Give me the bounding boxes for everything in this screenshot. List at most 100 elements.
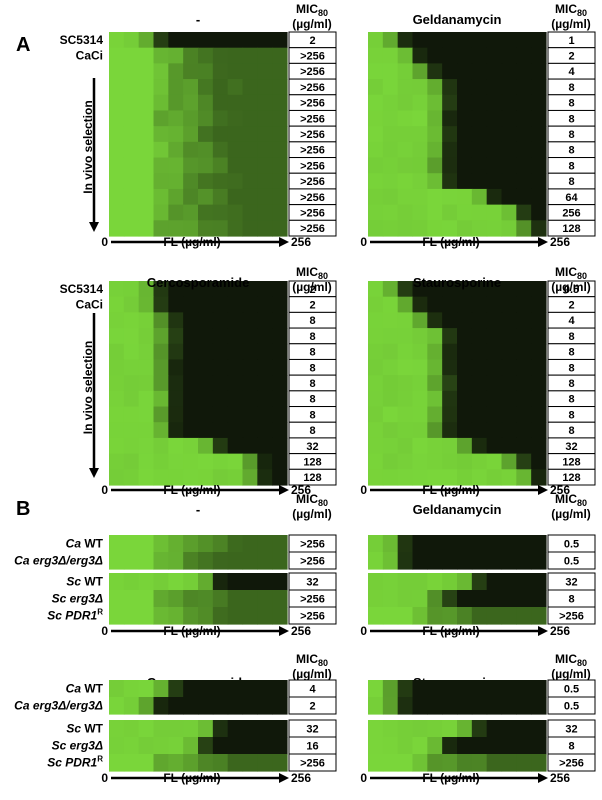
a3-cell [168,469,184,486]
a1-cell [168,110,184,127]
b1g2-cell [198,607,214,625]
strain-label: CaCi [76,49,103,63]
a4-mic-value: 8 [568,409,574,421]
a4-mic-value: 2 [568,300,574,312]
a1-mic-value: >256 [300,176,325,188]
x-axis-label: FL (µg/ml) [163,771,220,785]
b2g1-cell [516,552,532,570]
a2-cell [531,47,547,64]
a4-cell [427,469,443,486]
a3-cell [123,390,140,408]
a4-cell [471,469,488,486]
b1g2-cell [257,590,273,608]
a3-cell [183,375,199,392]
a3-cell [242,375,258,392]
a4-cell [531,359,547,376]
a1-cell [198,47,214,64]
a1-cell [272,126,288,143]
strain-label: Ca erg3Δ/erg3Δ [14,699,103,713]
a2-cell [427,63,443,80]
a3-cell [272,359,288,376]
a3-cell [109,469,125,486]
a2-mic-value: 8 [568,98,574,110]
a2-cell [442,220,458,237]
mic-units-label: (µg/ml) [551,280,591,294]
a4-cell [457,469,473,486]
b4g2-cell [516,754,532,772]
a1-cell [183,157,199,174]
a1-cell [212,79,229,96]
b2g1-cell [471,535,488,553]
b3g2-cell [153,720,169,738]
a1-mic-value: >256 [300,145,325,157]
a4-cell [457,453,473,470]
a3-cell [212,453,229,470]
a4-cell [442,406,458,423]
x-min-tick-label: 0 [101,483,108,497]
a1-cell [138,157,155,174]
a4-cell [412,437,428,455]
a2-cell [471,63,488,80]
a1-mic-value: >256 [300,113,325,125]
x-max-tick-label: 256 [550,483,570,497]
a1-cell [109,110,125,127]
a2-cell [471,32,488,49]
a1-mic-value: >256 [300,207,325,219]
a4-cell [516,359,532,376]
a2-cell [471,110,488,127]
b1g1-cell [153,552,169,570]
b3g1-cell [168,680,184,698]
b3g2-cell [242,737,258,755]
a1-cell [257,47,273,64]
a4-cell [516,375,532,392]
a3-mic-value: 8 [309,425,315,437]
b4g1-cell [516,697,532,715]
a4-mic-value: 128 [562,456,580,468]
a3-mic-value: 32 [306,441,318,453]
a3-cell [168,437,184,455]
a4-cell [516,437,532,455]
b4g2-cell [486,754,503,772]
b2g1-cell [531,552,547,570]
b1g2-cell [153,590,169,608]
a1-cell [138,47,155,64]
b2g1-cell [442,535,458,553]
a1-cell [212,47,229,64]
a4-cell [516,312,532,329]
a4-cell [486,375,503,392]
a2-cell [516,141,532,159]
a4-mic-value: 4 [568,315,575,327]
b3g2-cell [257,754,273,772]
a4-cell [457,390,473,408]
a1-cell [272,94,288,112]
b3g2-cell [153,754,169,772]
a4-cell [471,343,488,361]
a3-cell [212,328,229,345]
a2-cell [486,157,503,174]
a2-cell [442,157,458,174]
strain-label: Sc erg3Δ [52,592,103,606]
a3-cell [123,406,140,423]
a4-cell [412,375,428,392]
b1g1-cell [242,535,258,553]
a2-cell [501,141,517,159]
a2-cell [486,220,503,237]
a3-cell [138,296,155,313]
a3-cell [168,328,184,345]
a4-cell [471,312,488,329]
b2g2-cell [531,590,547,608]
b1g1-cell [153,535,169,553]
a1-cell [168,94,184,112]
mic-header-label: MIC80 [555,492,587,508]
a1-cell [227,126,244,143]
b1g1-cell [109,535,125,553]
b2g2-cell [382,607,399,625]
a3-cell [138,437,155,455]
b4g2-cell [516,737,532,755]
a1-cell [257,79,273,96]
a3-mic-value: 8 [309,394,315,406]
a1-cell [153,94,169,112]
b3g1-mic-value: 2 [309,701,315,713]
a3-cell [198,422,214,439]
b1g1-cell [183,535,199,553]
